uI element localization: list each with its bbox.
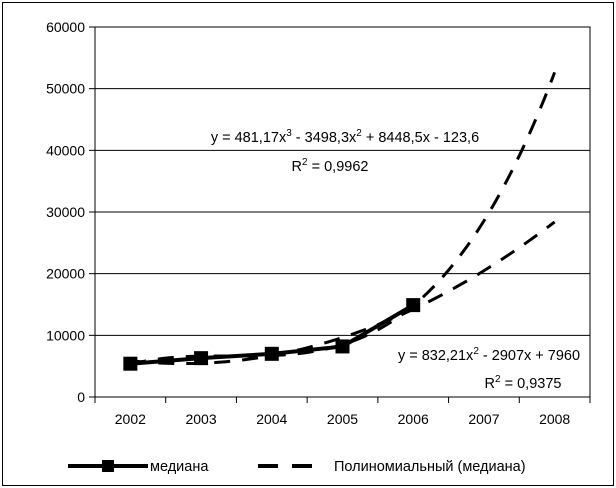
trend-equation-cubic: y = 481,17x3 - 3498,3x2 + 8448,5x - 123,… xyxy=(211,128,479,146)
data-point-mediana xyxy=(123,356,138,371)
y-tick-label: 10000 xyxy=(46,327,85,343)
x-tick-label: 2003 xyxy=(185,411,216,427)
y-tick-label: 60000 xyxy=(46,19,85,35)
x-tick-label: 2005 xyxy=(327,411,358,427)
data-point-mediana xyxy=(335,339,350,354)
y-tick-label: 30000 xyxy=(46,204,85,220)
x-axis: 2002 2003 2004 2005 2006 2007 2008 xyxy=(94,397,591,427)
data-point-mediana xyxy=(264,346,279,361)
x-tick-label: 2006 xyxy=(398,411,429,427)
y-tick-label: 40000 xyxy=(46,142,85,158)
data-point-mediana xyxy=(194,351,209,366)
legend-trend-label: Полиномиальный (медиана) xyxy=(334,459,526,475)
y-tick-label: 50000 xyxy=(46,81,85,97)
x-tick-label: 2008 xyxy=(539,411,570,427)
legend-series-marker xyxy=(102,460,114,472)
grid-lines xyxy=(95,88,590,336)
trend-r2-quadratic: R2 = 0,9375 xyxy=(485,374,562,392)
y-tick-label: 0 xyxy=(77,389,85,405)
x-tick-label: 2002 xyxy=(115,411,146,427)
y-axis: 0 10000 20000 30000 40000 50000 60000 xyxy=(46,19,95,405)
y-tick-label: 20000 xyxy=(46,266,85,282)
trend-r2-cubic: R2 = 0,9962 xyxy=(292,157,369,175)
trend-equation-quadratic: y = 832,21x2 - 2907x + 7960 xyxy=(398,346,580,364)
data-point-mediana xyxy=(406,298,421,313)
x-tick-label: 2004 xyxy=(256,411,287,427)
legend: медиана Полиномиальный (медиана) xyxy=(68,459,526,475)
series-mediana xyxy=(123,298,421,371)
x-tick-label: 2007 xyxy=(468,411,499,427)
legend-series-label: медиана xyxy=(150,459,209,475)
